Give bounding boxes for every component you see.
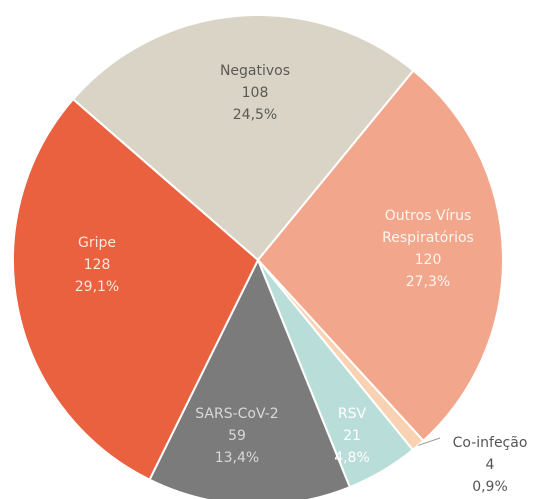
slice-label: Gripe 128 29,1% <box>32 232 162 298</box>
category-label: SARS-CoV-2 <box>195 406 279 422</box>
value-label: 128 <box>83 257 111 273</box>
category-label: Outros Vírus Respiratórios <box>382 208 474 246</box>
slice-label: Co-infeção 4 0,9% <box>425 432 543 498</box>
value-label: 120 <box>414 252 442 268</box>
value-label: 108 <box>241 85 269 101</box>
category-label: Negativos <box>219 63 291 79</box>
share-label: 29,1% <box>74 279 120 295</box>
share-label: 27,3% <box>405 274 451 290</box>
pie-slice <box>12 97 260 482</box>
slice-label: Negativos 108 24,5% <box>190 60 320 126</box>
slice-label: Outros Vírus Respiratórios 120 27,3% <box>363 205 493 293</box>
pie-slice <box>71 14 415 262</box>
category-label: Co-infeção <box>452 435 528 451</box>
slice-label: RSV 21 4,8% <box>287 403 417 469</box>
pie-slice <box>256 69 504 443</box>
share-label: 13,4% <box>214 450 260 466</box>
share-label: 0,9% <box>472 479 508 495</box>
value-label: 21 <box>343 428 361 444</box>
share-label: 4,8% <box>334 450 370 466</box>
leader-line <box>417 437 441 446</box>
pie-slice <box>148 257 352 499</box>
value-label: 59 <box>228 428 246 444</box>
category-label: Gripe <box>78 235 116 251</box>
share-label: 24,5% <box>232 107 278 123</box>
category-label: RSV <box>337 406 367 422</box>
value-label: 4 <box>485 457 495 473</box>
slice-label: SARS-CoV-2 59 13,4% <box>172 403 302 469</box>
